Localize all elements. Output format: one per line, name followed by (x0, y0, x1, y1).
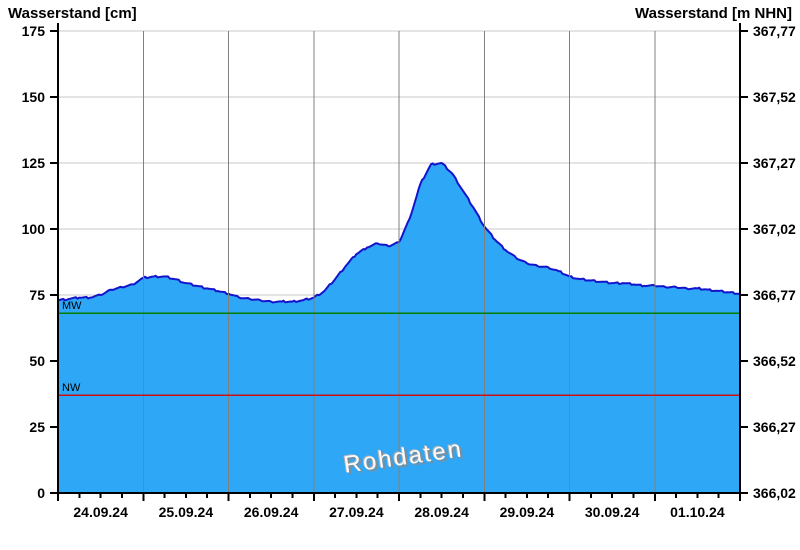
right-tick-label: 366,02 (753, 485, 796, 501)
x-axis-date-label: 01.10.24 (670, 504, 725, 520)
x-axis-date-label: 24.09.24 (73, 504, 128, 520)
nw-reference-label: NW (62, 382, 81, 394)
left-tick-label: 125 (22, 155, 46, 171)
left-tick-label: 0 (37, 485, 45, 501)
left-tick-label: 25 (29, 419, 45, 435)
right-tick-label: 366,27 (753, 419, 796, 435)
left-tick-label: 100 (22, 221, 46, 237)
right-tick-label: 367,02 (753, 221, 796, 237)
left-tick-label: 150 (22, 89, 46, 105)
left-tick-label: 50 (29, 353, 45, 369)
left-tick-label: 175 (22, 23, 46, 39)
x-axis-date-label: 25.09.24 (159, 504, 214, 520)
left-axis-title: Wasserstand [cm] (8, 5, 137, 22)
right-tick-label: 367,27 (753, 155, 796, 171)
right-axis-title: Wasserstand [m NHN] (635, 5, 792, 22)
x-axis-date-label: 26.09.24 (244, 504, 299, 520)
x-axis-date-label: 29.09.24 (500, 504, 555, 520)
mw-reference-label: MW (62, 300, 82, 312)
right-tick-label: 367,77 (753, 23, 796, 39)
right-tick-label: 366,52 (753, 353, 796, 369)
right-tick-label: 367,52 (753, 89, 796, 105)
x-axis-date-label: 27.09.24 (329, 504, 384, 520)
right-tick-label: 366,77 (753, 287, 796, 303)
x-axis-date-label: 30.09.24 (585, 504, 640, 520)
left-tick-label: 75 (29, 287, 45, 303)
x-axis-date-label: 28.09.24 (414, 504, 469, 520)
